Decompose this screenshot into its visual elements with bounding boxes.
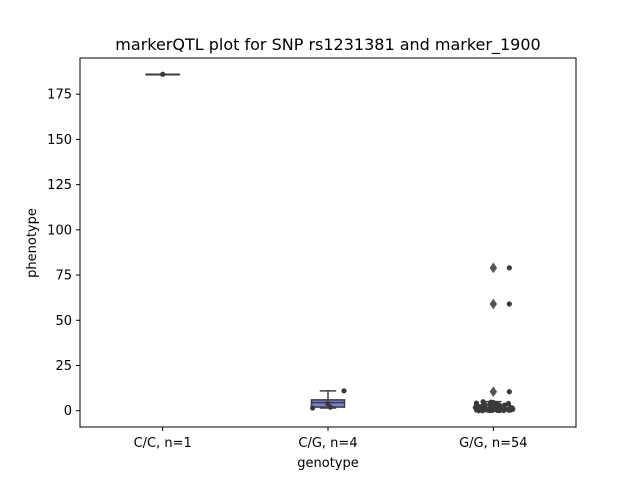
data-point — [506, 265, 512, 271]
data-point — [310, 405, 316, 411]
y-tick-label: 125 — [47, 178, 72, 193]
data-point — [506, 389, 512, 395]
y-axis-label: phenotype — [25, 208, 40, 278]
y-tick-label: 75 — [55, 269, 72, 284]
x-tick-label: C/C, n=1 — [134, 436, 192, 451]
data-point — [501, 402, 508, 408]
data-point — [160, 71, 166, 77]
y-tick-label: 25 — [55, 359, 72, 374]
x-tick-label: C/G, n=4 — [298, 436, 357, 451]
data-point — [506, 407, 512, 413]
data-point — [341, 388, 347, 394]
data-point — [501, 407, 507, 414]
y-tick-label: 0 — [64, 404, 72, 419]
data-point — [496, 407, 503, 414]
y-tick-label: 150 — [47, 133, 72, 148]
y-tick-label: 175 — [47, 88, 72, 103]
y-tick-label: 50 — [55, 314, 72, 329]
outlier-marker — [489, 386, 498, 398]
y-tick-label: 100 — [47, 223, 72, 238]
data-point — [327, 404, 334, 410]
x-tick-label: G/G, n=54 — [459, 436, 527, 451]
data-point — [506, 301, 512, 307]
data-point — [479, 408, 485, 414]
chart-title: markerQTL plot for SNP rs1231381 and mar… — [115, 35, 540, 55]
outlier-marker — [489, 262, 498, 274]
outlier-marker — [489, 298, 498, 310]
data-point — [505, 400, 512, 407]
data-point — [325, 400, 331, 407]
x-axis-label: genotype — [297, 456, 358, 471]
data-point — [486, 407, 493, 414]
plot-area — [145, 71, 516, 414]
